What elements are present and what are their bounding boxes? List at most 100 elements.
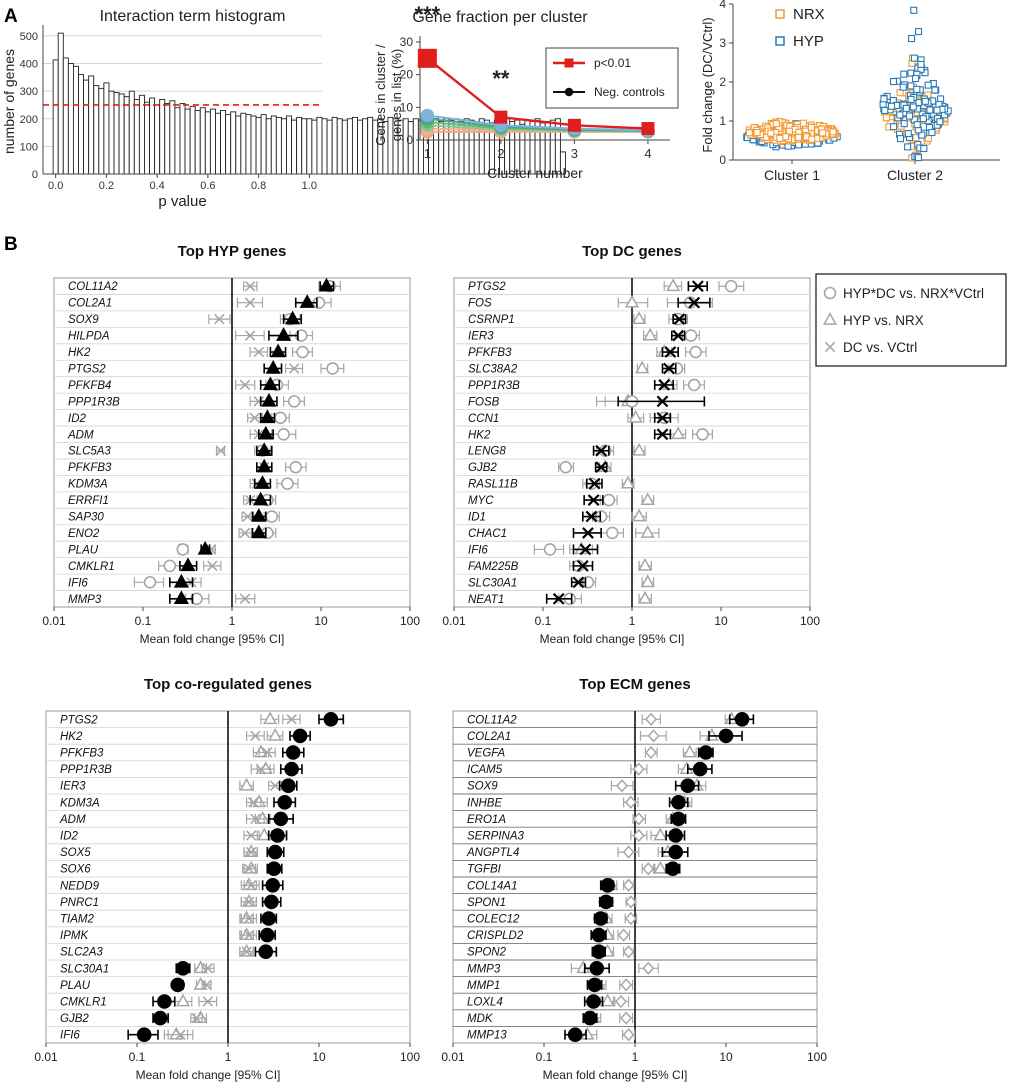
- legend-marker-hyp: [775, 36, 785, 46]
- line-series-p-0-01: [426, 57, 648, 130]
- point-cross-ier3: [269, 780, 281, 791]
- point-diamond-inhbe: [624, 795, 637, 809]
- point-cross-sox5: [245, 846, 257, 858]
- histogram-bar: [199, 107, 206, 175]
- point-triangle-hk2: [270, 343, 286, 358]
- point-triangle-fos: [624, 294, 640, 308]
- histogram-bar: [52, 59, 59, 175]
- point-cross-gjb2: [191, 1012, 202, 1024]
- gene-label-id2: ID2: [68, 413, 87, 425]
- scatter-point-nrx: [819, 129, 827, 137]
- gene-label-col2a1: COL2A1: [467, 731, 511, 743]
- histogram-x-tick-label: 0.6: [200, 180, 215, 192]
- top-ecm-x-tick-label: 10: [719, 1050, 733, 1064]
- point-diamond-mmp13: [622, 1028, 635, 1042]
- gene-label-hk2: HK2: [468, 429, 491, 441]
- scatter-point-hyp: [896, 135, 905, 143]
- point-diamond-mmp3: [642, 961, 655, 975]
- forest-legend-marker-cross: [824, 341, 836, 353]
- point-triangle-sox9: [285, 310, 301, 325]
- legend-label-nrx: NRX: [793, 6, 825, 23]
- scatter-point-hyp: [918, 131, 926, 139]
- point-circle-ptgs2: [323, 711, 339, 727]
- scatter-point-hyp: [907, 82, 915, 90]
- point-triangle-id1: [632, 508, 647, 522]
- scatter-point-hyp: [933, 106, 941, 114]
- gene-label-slc38a2: SLC38A2: [468, 363, 518, 375]
- point-triangle-hk2: [268, 728, 283, 741]
- gene-fraction-x-tick-label: 1: [424, 146, 431, 161]
- gene-label-cmklr1: CMKLR1: [68, 561, 115, 573]
- point-triangle-ptgs2: [666, 278, 681, 292]
- gene-label-ptgs2: PTGS2: [468, 281, 506, 293]
- scatter-point-hyp: [921, 97, 929, 105]
- legend-marker-p001: [564, 58, 574, 68]
- point-circle-kdm3a: [277, 794, 293, 810]
- point-circle-ppp1r3b: [284, 761, 299, 777]
- scatter-point-nrx: [799, 119, 807, 127]
- scatter-point-hyp: [926, 106, 934, 114]
- histogram-x-tick-label: 0.4: [149, 180, 164, 192]
- scatter-point-hyp: [920, 144, 928, 153]
- scatter-point-hyp: [924, 81, 932, 89]
- histogram-bar: [245, 114, 252, 175]
- point-triangle-mmp3: [576, 960, 591, 974]
- histogram-bar: [189, 105, 196, 175]
- gene-label-ipmk: IPMK: [60, 930, 89, 942]
- gene-fraction-chart: Gene fraction per cluster 0 10 20 30 1 2 3 4 Clus…: [373, 2, 679, 181]
- point-cross-ptgs2: [288, 363, 300, 374]
- top-dc-x-tick-label: 0.1: [535, 614, 552, 628]
- histogram-bar: [128, 90, 135, 175]
- point-triangle-ppp1r3b: [261, 392, 277, 407]
- point-circle-nedd9: [265, 877, 281, 893]
- gene-label-mmp3: MMP3: [68, 594, 102, 606]
- point-cross-pnrc1: [243, 896, 255, 908]
- point-triangle-col11a2: [724, 711, 739, 725]
- histogram-bar: [209, 108, 216, 175]
- point-circle-chac1: [605, 526, 619, 540]
- scatter-point-nrx: [772, 120, 780, 128]
- gene-label-fos: FOS: [468, 298, 492, 310]
- legend-label-neg-controls: Neg. controls: [594, 85, 665, 99]
- fold-change-y-tick-label: 1: [719, 114, 726, 128]
- series-point-p-0-01: [641, 122, 655, 136]
- point-triangle-pfkfb3: [657, 344, 672, 357]
- histogram-bar: [286, 115, 293, 175]
- top-ecm-title: Top ECM genes: [579, 676, 690, 693]
- point-triangle-pfkfb4: [262, 376, 278, 391]
- top-hyp-x-label: Mean fold change [95% CI]: [140, 632, 285, 646]
- histogram-bar: [184, 108, 191, 175]
- histogram-bar: [220, 110, 227, 175]
- point-circle-id2: [274, 411, 287, 425]
- point-circle-ptgs2: [326, 362, 339, 375]
- point-cross-eno2: [239, 527, 251, 539]
- point-circle-pfkfb3: [689, 345, 703, 359]
- point-circle-ero1a: [671, 811, 686, 827]
- point-cross-fam225b: [576, 559, 589, 572]
- fold-change-y-tick-label: 0: [719, 153, 726, 167]
- point-circle-sox5: [267, 844, 283, 860]
- point-diamond-colec12: [624, 911, 637, 926]
- point-circle-ier3: [684, 329, 698, 342]
- point-diamond-vegfa: [645, 745, 657, 760]
- gene-label-col11a2: COL11A2: [467, 714, 517, 726]
- legend-label-hyp: HYP: [793, 33, 824, 50]
- gene-fraction-x-tick-label: 2: [497, 146, 504, 161]
- point-triangle-chac1: [640, 525, 655, 538]
- point-circle-cmklr1: [163, 559, 177, 573]
- gene-label-col2a1: COL2A1: [68, 298, 112, 310]
- panel-label-b: B: [4, 234, 18, 255]
- point-cross-rasl11b: [588, 477, 601, 490]
- histogram-bar: [138, 94, 145, 175]
- histogram-bar: [311, 119, 318, 175]
- top-ecm-x-tick-label: 0.1: [536, 1050, 553, 1064]
- point-circle-spon1: [598, 894, 614, 910]
- scatter-point-hyp: [900, 120, 908, 128]
- point-circle-crispld2: [591, 927, 607, 943]
- point-circle-tiam2: [261, 911, 276, 926]
- significance-annotation: **: [492, 66, 510, 91]
- point-triangle-hilpda: [276, 327, 292, 341]
- series-point-p-0-01: [567, 118, 581, 132]
- point-cross-slc38a2: [663, 362, 675, 375]
- fold-change-category-label: Cluster 2: [887, 167, 943, 183]
